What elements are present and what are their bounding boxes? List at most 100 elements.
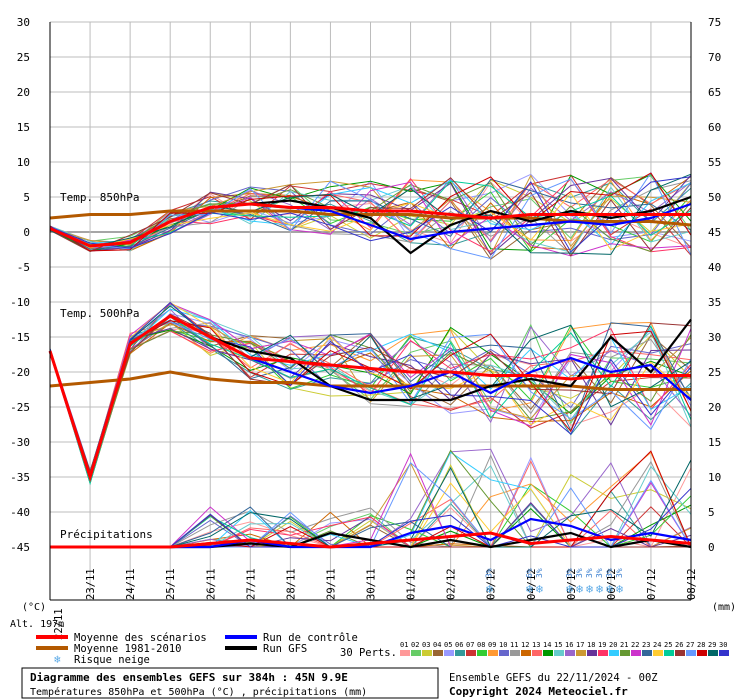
- legend-gfs: Run GFS: [263, 643, 307, 655]
- right-tick-label: 60: [708, 121, 721, 134]
- right-tick-label: 75: [708, 16, 721, 29]
- pert-legend-swatch: [653, 650, 663, 656]
- legend-snow: Risque neige: [74, 654, 150, 666]
- left-tick-label: 25: [17, 51, 30, 64]
- snow-risk-pct: 3%: [575, 568, 584, 578]
- pert-legend-label: 10: [499, 641, 507, 649]
- legend-clim: Moyenne 1981-2010: [74, 643, 181, 655]
- left-tick-label: -25: [10, 401, 30, 414]
- x-tick-label: 04/12: [526, 568, 538, 600]
- pert-legend-label: 22: [631, 641, 639, 649]
- chart-title: Diagramme des ensembles GEFS sur 384h : …: [30, 671, 348, 684]
- pert-legend-label: 17: [576, 641, 584, 649]
- pert-legend-swatch: [587, 650, 597, 656]
- pert-legend-label: 11: [510, 641, 518, 649]
- x-tick-label: 07/12: [646, 568, 658, 600]
- pert-legend-label: 20: [609, 641, 617, 649]
- snow-risk-markers: 3%❄6%❄3%❄3%❄3%❄3%❄3%❄3%❄3%❄: [485, 568, 624, 596]
- left-tick-label: -5: [17, 261, 30, 274]
- x-tick-label: 05/12: [566, 568, 578, 600]
- pert-legend-label: 16: [565, 641, 573, 649]
- pert-legend-label: 24: [653, 641, 661, 649]
- pert-line-850: [49, 174, 692, 256]
- section-label-500: Temp. 500hPa: [60, 307, 139, 320]
- pert-legend-label: 02: [411, 641, 419, 649]
- left-tick-label: 30: [17, 16, 30, 29]
- right-tick-label: 30: [708, 331, 721, 344]
- pert-legend-swatch: [565, 650, 575, 656]
- snowflake-icon: ❄: [616, 582, 623, 596]
- right-tick-label: 35: [708, 296, 721, 309]
- pert-legend-swatch: [609, 650, 619, 656]
- pert-line-500: [49, 308, 692, 474]
- snow-risk-pct: 6%: [525, 568, 534, 578]
- x-tick-label: 01/12: [406, 568, 418, 600]
- x-tick-label: 23/11: [85, 568, 97, 600]
- pert-legend-label: 04: [433, 641, 441, 649]
- pert-legend-swatch: [719, 650, 729, 656]
- snow-risk-pct: 3%: [615, 568, 624, 578]
- pert-legend-swatch: [422, 650, 432, 656]
- pert-legend-swatch: [642, 650, 652, 656]
- pert-legend-swatch: [433, 650, 443, 656]
- pert-legend-label: 30: [719, 641, 727, 649]
- pert-legend-label: 09: [488, 641, 496, 649]
- snowflake-icon: ❄: [586, 582, 593, 596]
- left-tick-label: -20: [10, 366, 30, 379]
- right-tick-label: 70: [708, 51, 721, 64]
- pert-line-500: [49, 324, 692, 475]
- right-tick-label: 50: [708, 191, 721, 204]
- series-line-t850: [49, 209, 692, 227]
- pert-legend-swatch: [499, 650, 509, 656]
- legend: Moyenne des scénarios Moyenne 1981-2010 …: [36, 632, 729, 666]
- series-line-precip: [50, 531, 692, 549]
- snow-risk-pct: 3%: [565, 568, 574, 578]
- right-tick-label: 10: [708, 471, 721, 484]
- left-tick-label: 10: [17, 156, 30, 169]
- right-unit: (mm): [712, 602, 736, 613]
- pert-legend-label: 19: [598, 641, 606, 649]
- x-tick-label: 22/11: [53, 608, 65, 640]
- pert-line-850: [49, 177, 692, 257]
- x-tick-label: 28/11: [285, 568, 297, 600]
- pert-legend-label: 13: [532, 641, 540, 649]
- left-tick-label: -30: [10, 436, 30, 449]
- snow-risk-pct: 3%: [595, 568, 604, 578]
- pert-legend-swatch: [675, 650, 685, 656]
- perturbation-legend: 01 02 03 04 05 06 07 08 09 10 11 12 13 14 15 16 17 18 19 20…: [400, 641, 729, 656]
- snowflake-icon: ❄: [54, 653, 61, 666]
- pert-line-500: [49, 301, 692, 478]
- right-tick-label: 40: [708, 261, 721, 274]
- snow-risk-pct: 3%: [605, 568, 614, 578]
- pert-legend-label: 27: [686, 641, 694, 649]
- snow-risk-pct: 3%: [585, 568, 594, 578]
- series-lines: [48, 195, 692, 549]
- pert-legend-label: 14: [543, 641, 551, 649]
- snowflake-icon: ❄: [576, 582, 583, 596]
- pert-legend-swatch: [543, 650, 553, 656]
- left-tick-label: 15: [17, 121, 30, 134]
- pert-legend-label: 06: [455, 641, 463, 649]
- pert-legend-swatch: [697, 650, 707, 656]
- snowflake-icon: ❄: [486, 582, 493, 596]
- snowflake-icon: ❄: [596, 582, 603, 596]
- snowflake-icon: ❄: [526, 582, 533, 596]
- copyright: Copyright 2024 Meteociel.fr: [449, 685, 628, 698]
- pert-legend-swatch: [620, 650, 630, 656]
- legend-perts-label: 30 Perts.: [340, 647, 397, 659]
- pert-line-500: [49, 305, 692, 480]
- pert-legend-swatch: [510, 650, 520, 656]
- legend-mean: Moyenne des scénarios: [74, 632, 207, 644]
- pert-legend-label: 25: [664, 641, 672, 649]
- pert-legend-swatch: [554, 650, 564, 656]
- x-tick-label: 06/12: [606, 568, 618, 600]
- x-tick-label: 29/11: [325, 568, 337, 600]
- left-tick-label: -15: [10, 331, 30, 344]
- x-tick-label: 25/11: [165, 568, 177, 600]
- pert-legend-label: 01: [400, 641, 408, 649]
- pert-legend-label: 28: [697, 641, 705, 649]
- altitude-label: Alt. 197m: [10, 619, 64, 630]
- x-tick-label: 08/12: [686, 568, 698, 600]
- pert-legend-swatch: [576, 650, 586, 656]
